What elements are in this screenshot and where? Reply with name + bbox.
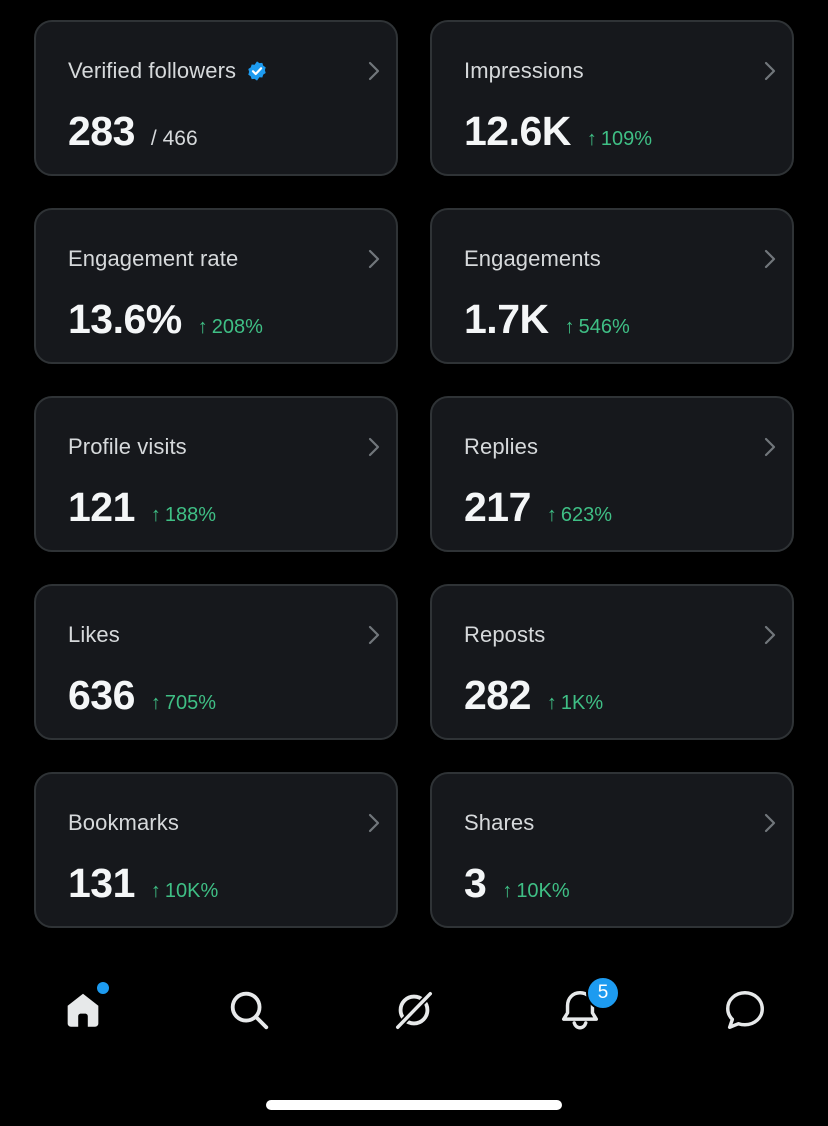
card-reposts[interactable]: Reposts 282 ↑ 1K% xyxy=(430,584,794,740)
verified-badge-icon xyxy=(248,61,266,81)
arrow-up-icon: ↑ xyxy=(150,880,161,902)
card-value: 282 xyxy=(464,672,531,718)
notification-badge: 5 xyxy=(586,976,620,1010)
change-indicator: ↑ 10K% xyxy=(502,880,569,903)
card-value: 12.6K xyxy=(464,108,571,154)
grok-icon xyxy=(393,989,435,1032)
chevron-right-icon xyxy=(764,249,776,269)
card-value-row: 283 / 466 xyxy=(68,108,198,155)
change-indicator: ↑ 1K% xyxy=(547,692,603,715)
card-label-text: Verified followers xyxy=(68,58,237,83)
arrow-up-icon: ↑ xyxy=(586,128,597,150)
chevron-right-icon xyxy=(764,437,776,457)
change-indicator: ↑ 208% xyxy=(198,316,263,339)
card-label: Engagements xyxy=(464,246,601,271)
change-percent: 208% xyxy=(211,316,263,338)
card-bookmarks[interactable]: Bookmarks 131 ↑ 10K% xyxy=(34,772,398,928)
change-percent: 705% xyxy=(164,692,217,714)
chevron-right-icon xyxy=(368,625,380,645)
card-label: Engagement rate xyxy=(68,246,239,271)
card-label: Shares xyxy=(464,810,535,835)
arrow-up-icon: ↑ xyxy=(546,692,557,714)
card-value: 121 xyxy=(68,484,135,530)
card-profile-visits[interactable]: Profile visits 121 ↑ 188% xyxy=(34,396,398,552)
card-label: Impressions xyxy=(464,58,584,83)
card-value: 131 xyxy=(68,860,135,906)
card-label: Reposts xyxy=(464,622,546,647)
arrow-up-icon: ↑ xyxy=(197,316,208,338)
chevron-right-icon xyxy=(368,813,380,833)
card-shares[interactable]: Shares 3 ↑ 10K% xyxy=(430,772,794,928)
card-value-row: 1.7K ↑ 546% xyxy=(464,296,630,343)
card-engagements[interactable]: Engagements 1.7K ↑ 546% xyxy=(430,208,794,364)
card-value-row: 12.6K ↑ 109% xyxy=(464,108,652,155)
change-indicator: ↑ 10K% xyxy=(151,880,218,903)
card-verified-followers[interactable]: Verified followers 283 / 466 xyxy=(34,20,398,176)
change-indicator: ↑ 188% xyxy=(151,504,216,527)
arrow-up-icon: ↑ xyxy=(150,504,161,526)
chevron-right-icon xyxy=(368,61,380,81)
arrow-up-icon: ↑ xyxy=(546,504,557,526)
card-likes[interactable]: Likes 636 ↑ 705% xyxy=(34,584,398,740)
card-value: 217 xyxy=(464,484,531,530)
card-value: 13.6% xyxy=(68,296,182,342)
search-icon xyxy=(230,991,269,1030)
change-percent: 623% xyxy=(560,504,613,526)
arrow-up-icon: ↑ xyxy=(502,880,513,902)
chevron-right-icon xyxy=(368,437,380,457)
change-indicator: ↑ 546% xyxy=(565,316,630,339)
card-replies[interactable]: Replies 217 ↑ 623% xyxy=(430,396,794,552)
tab-grok[interactable] xyxy=(386,982,442,1038)
change-percent: 109% xyxy=(600,128,653,150)
card-value-row: 636 ↑ 705% xyxy=(68,672,216,719)
bottom-tab-bar: 5 xyxy=(0,960,828,1060)
card-impressions[interactable]: Impressions 12.6K ↑ 109% xyxy=(430,20,794,176)
unread-dot xyxy=(97,982,109,994)
card-label: Verified followers xyxy=(68,58,268,84)
card-value: 283 xyxy=(68,108,135,154)
change-indicator: ↑ 109% xyxy=(587,128,652,151)
tab-home[interactable] xyxy=(55,982,111,1038)
message-icon xyxy=(726,991,764,1029)
change-indicator: ↑ 705% xyxy=(151,692,216,715)
card-label: Likes xyxy=(68,622,120,647)
chevron-right-icon xyxy=(764,813,776,833)
card-subvalue: / 466 xyxy=(150,127,198,150)
home-icon xyxy=(67,993,99,1027)
change-indicator: ↑ 623% xyxy=(547,504,612,527)
tab-search[interactable] xyxy=(221,982,277,1038)
card-value-row: 121 ↑ 188% xyxy=(68,484,216,531)
chevron-right-icon xyxy=(764,61,776,81)
tab-messages[interactable] xyxy=(717,982,773,1038)
arrow-up-icon: ↑ xyxy=(150,692,161,714)
change-percent: 1K% xyxy=(560,692,604,714)
card-value: 3 xyxy=(464,860,487,906)
tab-notifications[interactable]: 5 xyxy=(552,976,620,1038)
card-engagement-rate[interactable]: Engagement rate 13.6% ↑ 208% xyxy=(34,208,398,364)
arrow-up-icon: ↑ xyxy=(564,316,575,338)
card-label: Bookmarks xyxy=(68,810,179,835)
chevron-right-icon xyxy=(368,249,380,269)
card-value-row: 282 ↑ 1K% xyxy=(464,672,603,719)
change-percent: 10K% xyxy=(516,880,570,902)
card-value-row: 13.6% ↑ 208% xyxy=(68,296,263,343)
card-value: 1.7K xyxy=(464,296,549,342)
change-percent: 10K% xyxy=(164,880,219,902)
home-indicator[interactable] xyxy=(266,1100,562,1110)
card-value-row: 217 ↑ 623% xyxy=(464,484,612,531)
card-label: Replies xyxy=(464,434,539,459)
card-value-row: 3 ↑ 10K% xyxy=(464,860,570,907)
card-value-row: 131 ↑ 10K% xyxy=(68,860,218,907)
card-value: 636 xyxy=(68,672,135,718)
card-label: Profile visits xyxy=(68,434,187,459)
metrics-grid: Verified followers 283 / 466 Impressions… xyxy=(34,20,794,928)
change-percent: 546% xyxy=(578,316,630,338)
chevron-right-icon xyxy=(764,625,776,645)
change-percent: 188% xyxy=(164,504,217,526)
